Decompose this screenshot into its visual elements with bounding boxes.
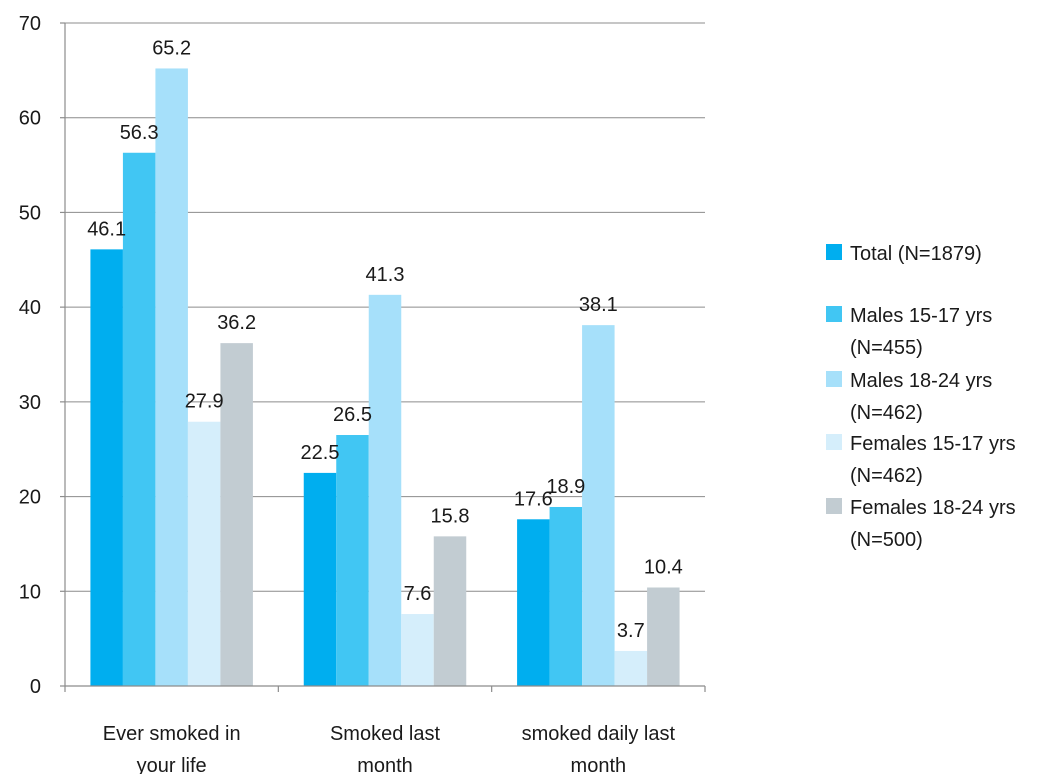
legend-label: (N=462) (850, 465, 923, 487)
bar (122, 152, 156, 687)
legend-swatch (826, 434, 842, 450)
x-category-label: month (357, 755, 413, 774)
x-category-label: Smoked last (330, 723, 440, 745)
y-tick-label: 0 (30, 676, 41, 698)
data-label: 7.6 (404, 583, 432, 605)
legend-label: Females 18-24 yrs (850, 497, 1016, 519)
y-tick-label: 50 (19, 202, 41, 224)
bar (614, 650, 648, 686)
y-tick-label: 60 (19, 108, 41, 130)
bar (549, 506, 583, 686)
bar (187, 421, 221, 686)
data-label: 22.5 (301, 442, 340, 464)
data-labels: 46.1 56.3 65.2 27.9 36.2 22.5 26.5 41.3 7.6 15.8 1… (87, 37, 683, 641)
legend-label: Total (N=1879) (850, 243, 982, 265)
legend-label: (N=455) (850, 337, 923, 359)
y-tick-label: 40 (19, 297, 41, 319)
data-label: 65.2 (152, 37, 191, 59)
y-tick-label: 70 (19, 13, 41, 35)
data-label: 18.9 (546, 476, 585, 498)
y-tick-label: 30 (19, 392, 41, 414)
data-label: 10.4 (644, 556, 683, 578)
bars (90, 68, 680, 687)
axes: 0 10 20 30 40 50 60 70 Ever smoked in your life Sm… (19, 13, 706, 774)
legend-label: Males 15-17 yrs (850, 305, 992, 327)
legend-swatch (826, 306, 842, 322)
data-label: 38.1 (579, 294, 618, 316)
y-tick-label: 10 (19, 581, 41, 603)
legend-label: Males 18-24 yrs (850, 370, 992, 392)
data-label: 26.5 (333, 404, 372, 426)
data-label: 17.6 (514, 488, 553, 510)
bar (401, 614, 434, 686)
x-category-label: smoked daily last (522, 723, 676, 745)
x-category-label: Ever smoked in (103, 723, 241, 745)
bar (90, 249, 123, 687)
bar (336, 435, 369, 686)
bar (582, 325, 615, 686)
x-category-label: your life (137, 755, 207, 774)
legend-swatch (826, 498, 842, 514)
bar (368, 294, 402, 686)
data-label: 56.3 (120, 122, 159, 144)
bar (517, 519, 550, 686)
data-label: 36.2 (217, 312, 256, 334)
legend-label: (N=462) (850, 402, 923, 424)
data-label: 27.9 (185, 391, 224, 413)
data-label: 46.1 (87, 218, 126, 240)
legend-swatch (826, 371, 842, 387)
x-category-label: month (571, 755, 627, 774)
bar (220, 343, 253, 686)
bar (303, 472, 337, 686)
data-label: 15.8 (431, 505, 470, 527)
data-label: 3.7 (617, 620, 645, 642)
bar (433, 536, 467, 686)
y-tick-label: 20 (19, 487, 41, 509)
legend-swatch (826, 244, 842, 260)
bar (647, 587, 680, 686)
legend-label: (N=500) (850, 529, 923, 551)
data-label: 41.3 (366, 264, 405, 286)
legend: Total (N=1879) Males 15-17 yrs (N=455) Male… (826, 243, 1016, 551)
bar (155, 68, 188, 686)
legend-label: Females 15-17 yrs (850, 433, 1016, 455)
